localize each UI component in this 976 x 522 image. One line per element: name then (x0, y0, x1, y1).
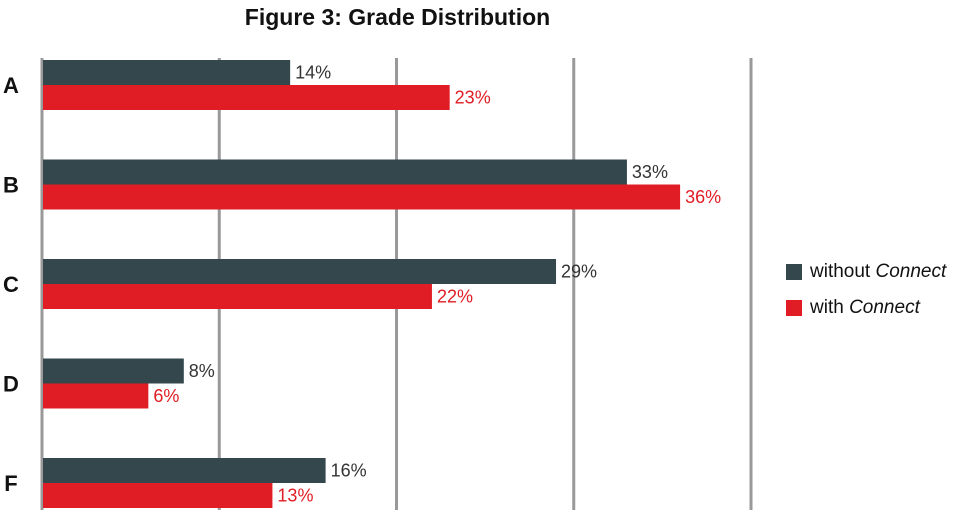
bar-b-series-1 (43, 184, 681, 210)
value-label-a-series-1: 23% (455, 88, 491, 108)
value-label-a-series-0: 14% (295, 63, 331, 83)
category-label-b: B (3, 173, 19, 198)
value-label-d-series-1: 6% (153, 386, 179, 406)
legend-swatch-with-connect (786, 300, 802, 316)
category-label-c: C (3, 272, 19, 297)
legend-label-with-connect: with Connect (810, 297, 920, 318)
category-label-d: D (3, 372, 19, 397)
bar-d-series-1 (43, 383, 149, 409)
bar-b-series-0 (43, 159, 627, 185)
value-label-b-series-0: 33% (632, 162, 668, 182)
chart-title: Figure 3: Grade Distribution (244, 4, 551, 30)
value-label-f-series-0: 16% (331, 461, 367, 481)
legend-label-without-connect: without Connect (810, 261, 947, 282)
bar-c-series-0 (43, 259, 557, 284)
category-label-f: F (4, 471, 17, 496)
bar-c-series-1 (43, 284, 432, 309)
value-label-d-series-0: 8% (189, 361, 215, 381)
bar-d-series-0 (43, 358, 184, 384)
bar-a-series-1 (43, 85, 450, 110)
value-label-c-series-0: 29% (561, 262, 597, 282)
bar-a-series-0 (43, 60, 291, 85)
value-label-b-series-1: 36% (685, 187, 721, 207)
legend-item-with-connect: with Connect (786, 295, 946, 321)
chart-legend: without Connect with Connect (786, 259, 946, 331)
value-label-c-series-1: 22% (437, 287, 473, 307)
bar-f-series-0 (43, 458, 326, 483)
value-label-f-series-1: 13% (277, 486, 313, 506)
legend-item-without-connect: without Connect (786, 259, 946, 285)
category-label-a: A (3, 73, 19, 98)
bar-f-series-1 (43, 483, 273, 508)
legend-swatch-without-connect (786, 264, 802, 280)
